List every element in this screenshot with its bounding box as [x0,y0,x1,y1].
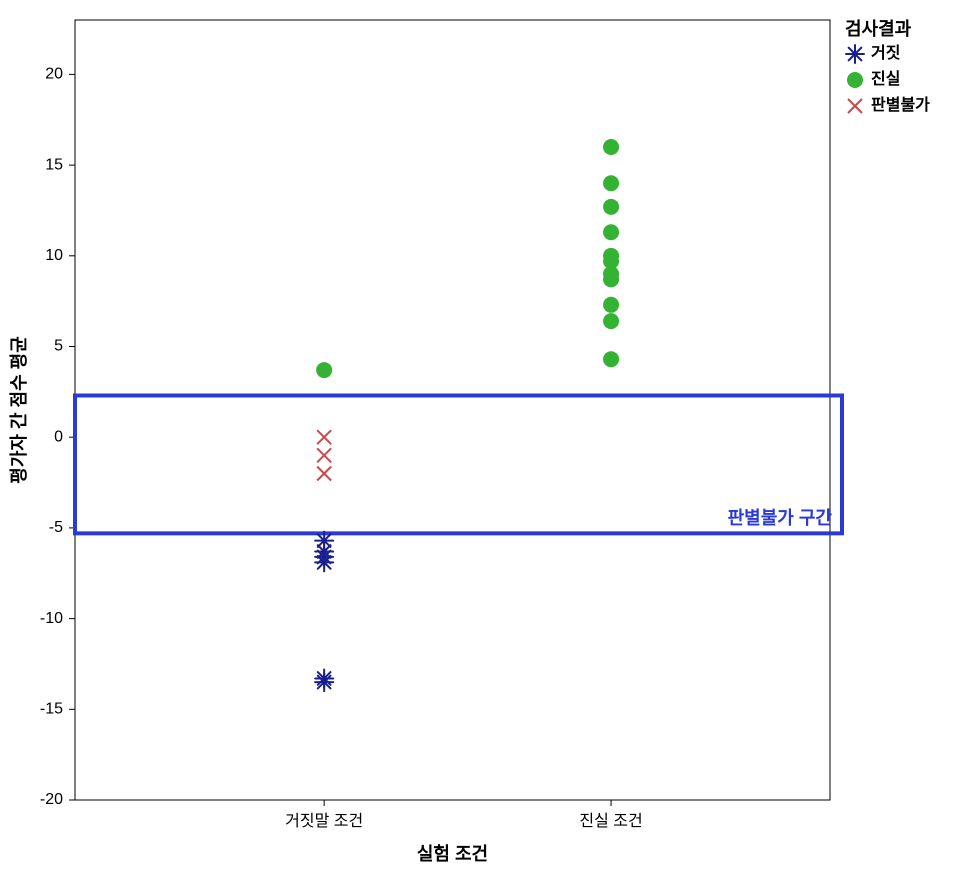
undet-marker-icon [848,99,862,113]
legend-item: 진실 [847,70,900,88]
chart-container: -20 -15 -10 -5 0 5 10 15 20 거짓말 조건 진실 조건 평가자 간 점수 평… [0,0,965,883]
lie-marker-icon [846,45,864,63]
y-tick-label: -10 [40,610,63,627]
legend-label: 진실 [871,70,900,88]
scatter-chart: -20 -15 -10 -5 0 5 10 15 20 거짓말 조건 진실 조건 평가자 간 점수 평… [0,0,965,883]
data-point [603,199,619,215]
x-tick-label: 진실 조건 [579,812,642,830]
legend-title: 검사결과 [845,19,912,39]
truth-marker-icon [847,72,863,88]
data-point [603,139,619,155]
legend-label: 거짓 [871,44,900,62]
y-tick-label: 15 [45,156,63,173]
legend: 검사결과거짓진실판별불가 [845,19,930,114]
y-tick-label: -15 [40,701,63,718]
x-tick-label: 거짓말 조건 [285,812,363,830]
data-point [603,224,619,240]
data-point [603,313,619,329]
y-tick-label: 20 [45,66,63,83]
data-point [603,297,619,313]
y-tick-label: 10 [45,247,63,264]
data-point [603,175,619,191]
data-point [316,362,332,378]
data-point [603,271,619,287]
y-tick-label: -5 [49,519,63,536]
y-axis-label: 평가자 간 점수 평균 [9,336,29,483]
y-tick-label: 0 [54,428,63,445]
data-point [603,351,619,367]
legend-item: 판별불가 [848,96,930,114]
legend-label: 판별불가 [871,96,930,114]
plot-area [75,20,830,800]
y-tick-label: 5 [54,338,63,355]
zone-label: 판별불가 구간 [728,508,833,528]
data-point [315,673,333,691]
legend-item: 거짓 [846,44,900,63]
x-axis-label: 실험 조건 [417,843,488,864]
y-tick-label: -20 [40,791,63,808]
data-point [315,553,333,571]
